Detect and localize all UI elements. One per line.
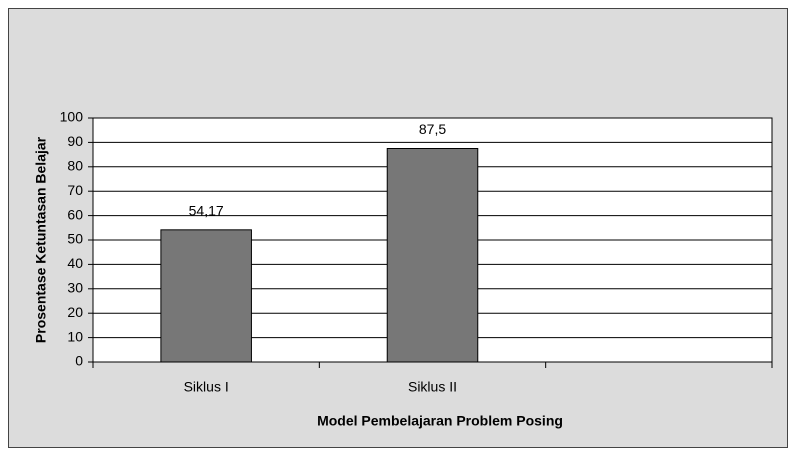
bar <box>161 230 252 362</box>
y-tick-label: 20 <box>67 304 83 320</box>
y-axis-title: Prosentase Ketuntasan Belajar <box>33 136 49 343</box>
y-tick-label: 10 <box>67 328 83 344</box>
y-tick-label: 30 <box>67 280 83 296</box>
y-tick-label: 70 <box>67 182 83 198</box>
y-tick-label: 40 <box>67 255 83 271</box>
x-tick-label: Siklus I <box>184 379 229 395</box>
value-label: 54,17 <box>189 203 224 219</box>
y-tick-label: 90 <box>67 133 83 149</box>
y-tick-label: 80 <box>67 158 83 174</box>
y-tick-label: 100 <box>60 109 84 125</box>
y-tick-label: 0 <box>75 353 83 369</box>
x-axis-title: Model Pembelajaran Problem Posing <box>317 413 563 429</box>
chart: Model Pembelajaran Problem Posing Prosen… <box>0 0 795 456</box>
y-tick-label: 60 <box>67 206 83 222</box>
bar <box>387 149 478 363</box>
x-tick-label: Siklus II <box>408 379 457 395</box>
page: Model Pembelajaran Problem Posing Prosen… <box>0 0 795 456</box>
y-tick-label: 50 <box>67 231 83 247</box>
value-label: 87,5 <box>419 121 446 137</box>
